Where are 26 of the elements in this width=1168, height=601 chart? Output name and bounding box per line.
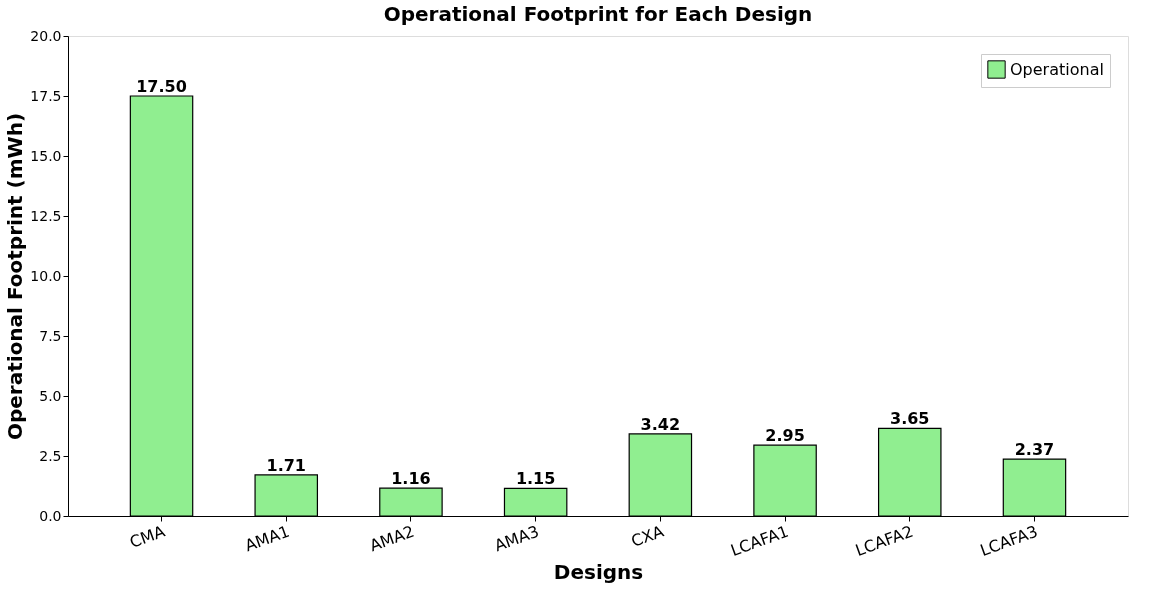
legend-label: Operational [1010, 59, 1104, 79]
data-label: 1.71 [266, 455, 306, 475]
data-label: 1.16 [391, 469, 431, 489]
y-tick-label: 7.5 [39, 327, 62, 344]
data-label: 3.42 [640, 414, 681, 434]
x-tick-label: AMA1 [242, 521, 293, 556]
chart-title: Operational Footprint for Each Design [383, 2, 813, 26]
data-label: 2.37 [1014, 440, 1055, 460]
x-tick-label: CXA [628, 521, 667, 551]
y-tick-label: 17.5 [30, 87, 62, 104]
x-tick-label: CMA [127, 521, 168, 552]
x-tick-label: AMA3 [491, 521, 542, 556]
y-tick-label: 2.5 [39, 447, 62, 464]
data-label: 2.95 [765, 426, 805, 446]
y-tick-label: 0.0 [39, 507, 62, 524]
data-label: 17.50 [136, 77, 187, 96]
x-axis-title: Designs [553, 560, 644, 585]
x-tick-label: AMA2 [367, 521, 417, 556]
data-label: 3.65 [890, 409, 930, 429]
y-tick-label: 5.0 [39, 387, 62, 404]
data-label: 1.15 [515, 469, 556, 489]
y-tick-label: 20.0 [30, 27, 62, 44]
y-tick-label: 10.0 [30, 267, 62, 284]
y-tick-label: 12.5 [30, 207, 62, 224]
y-tick-label: 15.0 [30, 147, 62, 164]
y-axis-title: Operational Footprint (mWh) [3, 112, 28, 441]
